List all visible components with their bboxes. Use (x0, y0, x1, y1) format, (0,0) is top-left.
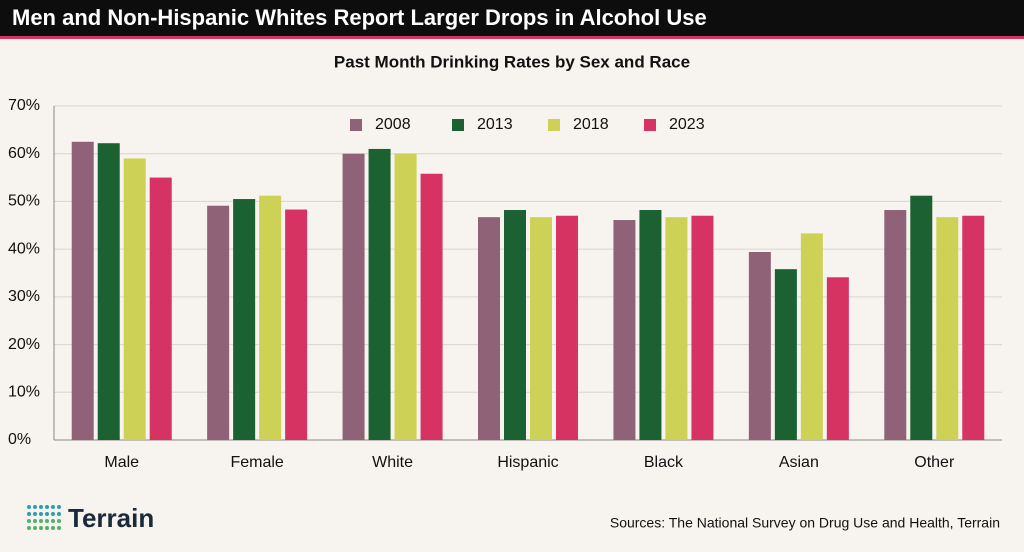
bar (504, 210, 526, 440)
x-tick-label: Female (230, 454, 283, 471)
x-tick-label: Other (914, 454, 955, 471)
x-tick-label: Hispanic (497, 454, 558, 471)
chart-subtitle: Past Month Drinking Rates by Sex and Rac… (334, 52, 690, 71)
bar (910, 195, 933, 440)
bar (71, 141, 94, 441)
chart-title: Men and Non-Hispanic Whites Report Large… (12, 5, 707, 30)
y-tick-label: 0% (8, 431, 31, 448)
y-tick-label: 40% (8, 240, 40, 257)
bar (342, 153, 365, 440)
brand-logo (27, 505, 61, 530)
bar (285, 209, 308, 440)
bar (884, 210, 907, 440)
bar (800, 233, 823, 440)
bar (774, 269, 797, 440)
y-tick-label: 50% (8, 193, 40, 210)
bar (962, 215, 985, 440)
bar (936, 217, 959, 440)
bar (639, 210, 662, 440)
legend-swatch (548, 119, 560, 131)
y-tick-label: 60% (8, 145, 40, 162)
title-banner (0, 0, 1024, 36)
bar (123, 158, 146, 440)
source-note: Sources: The National Survey on Drug Use… (610, 515, 1000, 531)
brand-name: Terrain (68, 503, 154, 533)
x-tick-label: Male (104, 454, 139, 471)
bar (420, 173, 443, 441)
y-tick-label: 70% (8, 97, 40, 114)
bar (556, 215, 578, 440)
legend-label: 2018 (573, 116, 609, 133)
legend-swatch (350, 119, 362, 131)
bar (149, 177, 172, 441)
y-tick-label: 10% (8, 384, 40, 401)
title-rule (0, 36, 1024, 39)
bar (368, 148, 391, 440)
legend-swatch (452, 119, 464, 131)
legend-label: 2008 (375, 116, 411, 133)
bar (826, 277, 849, 440)
x-tick-label: White (372, 454, 413, 471)
bar (665, 217, 688, 440)
bar (207, 205, 230, 440)
y-tick-label: 20% (8, 336, 40, 353)
legend-label: 2023 (669, 116, 705, 133)
bar (259, 195, 282, 440)
x-tick-label: Black (644, 454, 684, 471)
x-tick-label: Asian (779, 454, 819, 471)
bar (691, 215, 714, 440)
bar (613, 220, 636, 440)
bar (97, 143, 120, 440)
bar (233, 199, 256, 440)
bar (530, 217, 552, 440)
legend-label: 2013 (477, 116, 513, 133)
legend-swatch (644, 119, 656, 131)
bar (478, 217, 500, 440)
y-tick-label: 30% (8, 288, 40, 305)
bar (748, 252, 771, 440)
bar (394, 153, 417, 440)
